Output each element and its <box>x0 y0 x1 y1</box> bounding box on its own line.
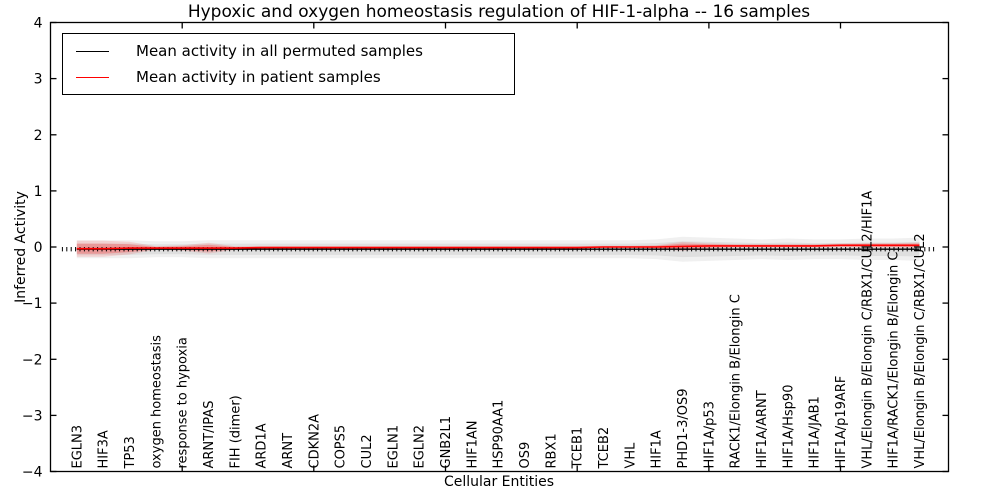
x-tick-label: HIF1A <box>650 430 665 468</box>
series-line <box>76 244 920 250</box>
y-tick-label: −2 <box>22 352 43 368</box>
x-tick-label: EGLN3 <box>70 425 85 469</box>
x-tick-label: HIF1A/ARNT <box>755 390 770 468</box>
x-tick-label: CDKN2A <box>307 414 322 469</box>
x-tick-label: VHL <box>623 442 638 469</box>
x-tick-label: HIF1A/p19ARF <box>834 376 849 469</box>
y-axis-label: Inferred Activity <box>13 191 29 303</box>
legend-item-permuted: Mean activity in all permuted samples <box>63 42 514 60</box>
y-tick-label: −4 <box>22 465 43 481</box>
x-tick-label: EGLN1 <box>386 425 401 469</box>
x-tick-label: VHL/Elongin B/Elongin C/RBX1/CUL2 <box>913 233 928 468</box>
x-tick-label: oxygen homeostasis <box>149 335 164 469</box>
x-tick-label: PHD1-3/OS9 <box>676 389 691 469</box>
x-tick-label: COPS5 <box>334 425 349 469</box>
x-tick-label: HIF1A/p53 <box>702 401 717 468</box>
y-tick-label: 0 <box>34 240 43 256</box>
x-tick-label: HIF3A <box>97 430 112 468</box>
chart-title: Hypoxic and oxygen homeostasis regulatio… <box>187 2 811 22</box>
legend-label-patient: Mean activity in patient samples <box>136 68 381 86</box>
x-axis-label: Cellular Entities <box>443 474 555 490</box>
legend-line-permuted-icon <box>76 50 109 52</box>
x-tick-label: GNB2L1 <box>439 416 454 469</box>
x-tick-label: TCEB1 <box>571 427 586 470</box>
y-tick-label: −1 <box>22 296 43 312</box>
y-tick-label: 1 <box>34 184 43 200</box>
x-tick-label: HIF1AN <box>465 421 480 469</box>
x-tick-label: FIH (dimer) <box>228 395 243 468</box>
legend-item-patient: Mean activity in patient samples <box>63 68 514 86</box>
x-tick-label: EGLN2 <box>413 425 428 469</box>
x-tick-label: RBX1 <box>544 433 559 468</box>
x-tick-label: HSP90AA1 <box>492 400 507 469</box>
x-tick-label: HIF1A/RACK1/Elongin B/Elongin C <box>887 252 902 469</box>
x-tick-label: OS9 <box>518 442 533 469</box>
y-tick-label: 3 <box>34 72 43 88</box>
x-tick-label: HIF1A/Hsp90 <box>781 385 796 469</box>
y-tick-label: −3 <box>22 408 43 424</box>
x-tick-label: CUL2 <box>360 434 375 468</box>
x-tick-label: ARNT <box>281 433 296 469</box>
x-tick-label: response to hypoxia <box>176 337 191 468</box>
x-tick-label: HIF1A/JAB1 <box>808 396 823 468</box>
x-tick-label: RACK1/Elongin B/Elongin C <box>729 294 744 468</box>
x-tick-label: ARNT/IPAS <box>202 401 217 469</box>
legend-label-permuted: Mean activity in all permuted samples <box>136 42 423 60</box>
permuted-sample-ticks-icon <box>61 247 935 252</box>
x-tick-label: TCEB2 <box>597 427 612 470</box>
y-tick-label: 4 <box>34 16 43 32</box>
legend-line-patient-icon <box>76 76 109 78</box>
legend: Mean activity in all permuted samples Me… <box>62 33 515 95</box>
x-tick-label: TP53 <box>123 436 138 469</box>
x-tick-label: VHL/Elongin B/Elongin C/RBX1/CUL2/HIF1A <box>860 191 875 469</box>
y-tick-label: 2 <box>34 128 43 144</box>
x-tick-label: ARD1A <box>255 423 270 468</box>
